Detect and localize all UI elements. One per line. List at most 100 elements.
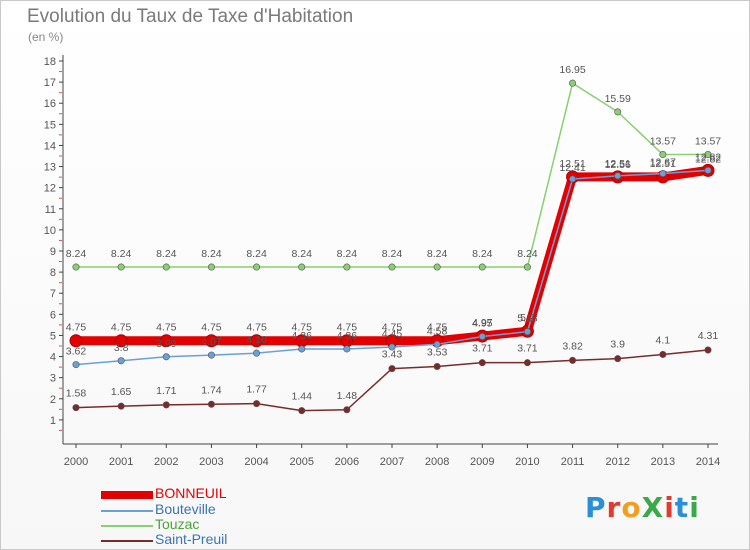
data-point-touzac: [614, 108, 622, 116]
data-point-bouteville: [478, 332, 486, 340]
data-point-saint-preuil: [433, 362, 441, 370]
x-tick-label: 2000: [64, 456, 88, 468]
y-tick-label: 11: [45, 204, 56, 216]
data-label-touzac: 8.24: [156, 248, 177, 260]
data-label-bonneuil: 12.51: [650, 158, 676, 170]
data-label-bonneuil: 12.51: [605, 158, 631, 170]
data-point-touzac: [72, 263, 80, 271]
data-label-bouteville: 3.62: [66, 346, 87, 358]
x-tick-label: 2014: [696, 456, 720, 468]
x-tick-label: 2002: [154, 456, 178, 468]
logo-letter: o: [621, 491, 642, 524]
data-point-saint-preuil: [207, 400, 215, 408]
data-label-saint-preuil: 4.31: [698, 330, 719, 342]
y-tick-label: 6: [50, 309, 56, 321]
logo-letter: r: [606, 491, 622, 524]
legend-item-touzac: Touzac: [101, 516, 361, 534]
data-point-saint-preuil: [659, 350, 667, 358]
data-point-touzac: [478, 263, 486, 271]
legend-label-saint-preuil: Saint-Preuil: [155, 531, 228, 547]
data-point-saint-preuil: [298, 407, 306, 415]
y-tick-label: 7: [50, 288, 56, 300]
data-label-saint-preuil: 1.58: [66, 388, 87, 400]
data-point-bouteville: [569, 175, 577, 183]
data-point-touzac: [704, 151, 712, 159]
data-label-saint-preuil: 1.77: [246, 384, 267, 396]
data-label-bonneuil: 4.75: [337, 322, 358, 334]
data-label-saint-preuil: 3.71: [517, 343, 538, 355]
data-point-touzac: [117, 263, 125, 271]
data-point-bouteville: [388, 343, 396, 351]
y-tick-label: 17: [44, 77, 56, 89]
data-point-touzac: [523, 263, 531, 271]
data-label-bonneuil: 5.2: [520, 312, 535, 324]
data-label-bonneuil: 4.75: [382, 322, 403, 334]
data-label-touzac: 8.24: [337, 248, 358, 260]
data-label-saint-preuil: 1.48: [337, 390, 358, 402]
data-label-touzac: 8.24: [201, 248, 222, 260]
data-point-saint-preuil: [614, 355, 622, 363]
logo-letter: i: [689, 491, 700, 524]
legend-item-bonneuil: BONNEUIL: [101, 485, 361, 503]
data-label-bonneuil: 4.75: [111, 322, 132, 334]
data-label-bonneuil: 12.82: [695, 151, 721, 163]
data-point-saint-preuil: [253, 400, 261, 408]
logo-letter: t: [674, 491, 690, 524]
x-tick-label: 2009: [470, 456, 494, 468]
data-point-bonneuil: [250, 334, 264, 348]
data-label-touzac: 8.24: [382, 248, 403, 260]
data-point-touzac: [298, 263, 306, 271]
data-label-bonneuil: 4.75: [66, 322, 87, 334]
chart-title: Evolution du Taux de Taxe d'Habitation: [27, 6, 354, 27]
logo-letter: P: [585, 491, 607, 524]
data-point-bouteville: [298, 345, 306, 353]
data-label-bouteville: 4.58: [427, 325, 448, 337]
data-label-saint-preuil: 4.1: [656, 334, 671, 346]
data-label-bonneuil: 4.75: [427, 322, 448, 334]
data-point-saint-preuil: [72, 404, 80, 412]
data-point-bouteville: [72, 361, 80, 369]
legend-swatch-saint-preuil: [101, 540, 153, 542]
y-tick-label: 9: [50, 246, 56, 258]
data-point-bonneuil: [159, 334, 173, 348]
data-label-bouteville: 12.56: [605, 159, 631, 171]
data-point-touzac: [343, 263, 351, 271]
y-tick-label: 8: [50, 267, 56, 279]
data-label-bouteville: 4.36: [291, 330, 312, 342]
y-tick-label: 3: [50, 373, 56, 385]
legend-item-bouteville: Bouteville: [101, 501, 361, 519]
data-point-bouteville: [117, 357, 125, 365]
data-point-saint-preuil: [523, 359, 531, 367]
data-point-bouteville: [523, 328, 531, 336]
x-tick-label: 2001: [109, 456, 133, 468]
proxiti-logo: ProXiti: [585, 491, 700, 524]
data-label-touzac: 8.24: [427, 248, 448, 260]
data-label-bonneuil: 4.97: [472, 317, 493, 329]
data-label-touzac: 8.24: [66, 248, 87, 260]
data-label-bouteville: 4.36: [337, 330, 358, 342]
data-point-touzac: [207, 263, 215, 271]
data-point-bouteville: [704, 166, 712, 174]
legend-label-bonneuil: BONNEUIL: [155, 485, 227, 501]
data-label-bouteville: 4.95: [472, 318, 493, 330]
x-tick-label: 2012: [605, 456, 629, 468]
data-point-bonneuil: [69, 334, 83, 348]
x-tick-label: 2005: [289, 456, 313, 468]
x-tick-label: 2013: [651, 456, 675, 468]
y-tick-label: 18: [44, 56, 56, 68]
data-point-bouteville: [433, 340, 441, 348]
y-unit-label: (en %): [28, 30, 64, 44]
data-label-touzac: 16.95: [559, 64, 585, 76]
y-tick-label: 12: [44, 183, 56, 195]
y-tick-label: 14: [44, 140, 56, 152]
data-label-saint-preuil: 3.71: [472, 343, 493, 355]
data-point-touzac: [659, 151, 667, 159]
x-tick-label: 2006: [335, 456, 359, 468]
y-tick-label: 15: [44, 119, 56, 131]
data-point-touzac: [569, 79, 577, 87]
data-label-touzac: 8.24: [517, 248, 538, 260]
data-point-touzac: [433, 263, 441, 271]
data-point-saint-preuil: [704, 346, 712, 354]
x-tick-label: 2003: [199, 456, 223, 468]
data-label-bouteville: 3.8: [114, 342, 129, 354]
